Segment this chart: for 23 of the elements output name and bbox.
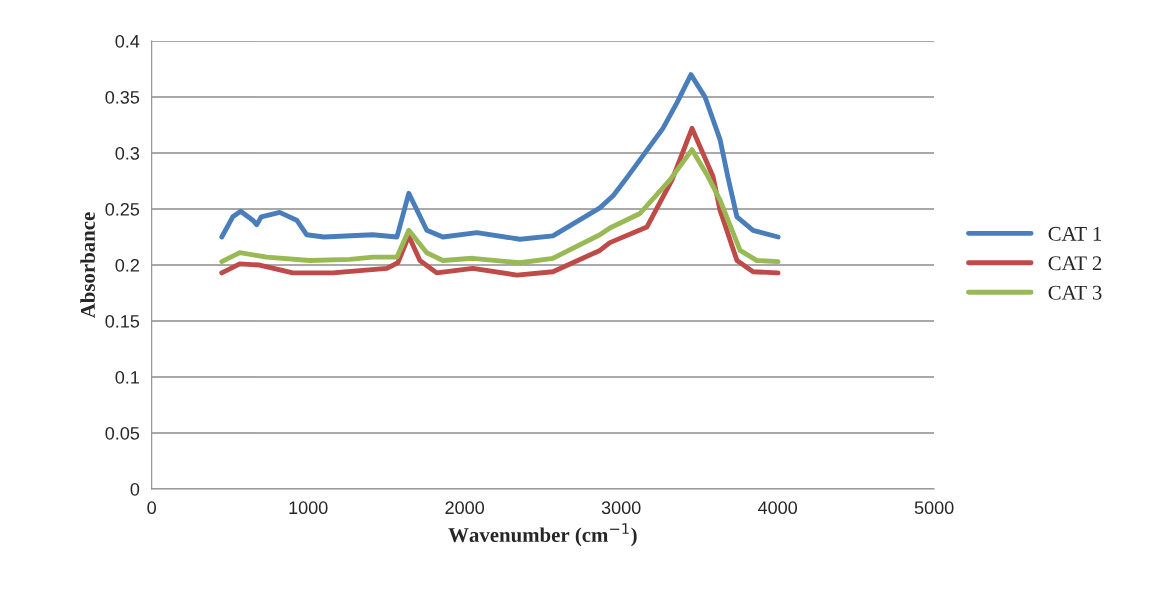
x-tick-label: 2000	[445, 501, 485, 515]
line-series	[219, 147, 781, 266]
y-tick-label: 0.25	[105, 202, 140, 216]
y-tick-label: 0	[130, 482, 140, 496]
y-tick-label: 0.15	[105, 314, 140, 328]
legend-label: CAT 3	[1048, 285, 1102, 300]
y-tick-label: 0.2	[115, 258, 139, 272]
x-tick-label: 5000	[914, 501, 954, 515]
line-series	[219, 72, 781, 242]
x-tick-label: 3000	[601, 501, 641, 515]
x-tick-label: 1000	[289, 501, 328, 515]
y-tick-label: 0.3	[115, 146, 140, 160]
y-tick-label: 0.05	[105, 426, 140, 440]
x-tick-label: 0	[147, 501, 156, 515]
legend-label: CAT 2	[1048, 256, 1102, 271]
y-tick-label: 0.35	[105, 90, 140, 104]
line-series	[219, 125, 781, 278]
legend-label: CAT 1	[1048, 226, 1102, 241]
x-tick-label: 4000	[757, 501, 798, 515]
y-tick-label: 0.1	[115, 370, 139, 384]
y-axis-title: Absorbance	[80, 212, 95, 319]
x-axis-title: Wavenumber (cm$^{−1}$)	[448, 523, 637, 547]
y-tick-label: 0.4	[115, 34, 140, 48]
